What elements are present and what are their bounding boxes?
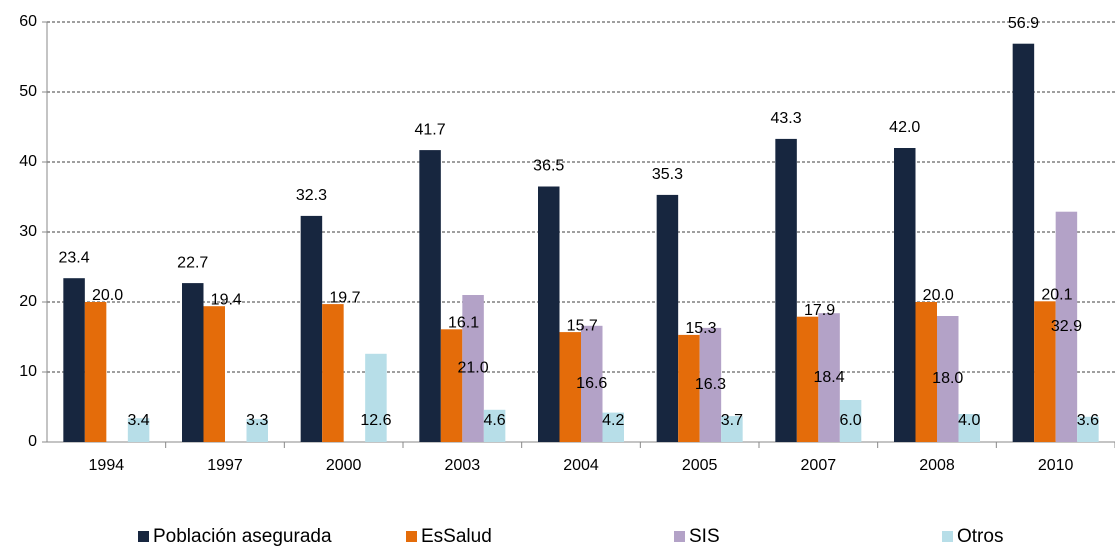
data-label: 22.7 <box>177 254 208 271</box>
legend-swatch <box>406 531 417 542</box>
y-tick-label: 60 <box>19 13 37 30</box>
bar <box>462 295 484 442</box>
data-label: 17.9 <box>804 302 835 319</box>
data-label: 20.0 <box>923 287 954 304</box>
y-tick-label: 30 <box>19 223 37 240</box>
bar <box>894 148 916 442</box>
bar <box>203 306 225 442</box>
bar <box>419 150 441 442</box>
data-label: 21.0 <box>458 360 489 377</box>
legend-label: EsSalud <box>421 526 492 547</box>
data-label: 42.0 <box>889 119 920 136</box>
data-label: 32.3 <box>296 187 327 204</box>
data-label: 32.9 <box>1051 318 1082 335</box>
x-tick-label: 2005 <box>682 457 718 474</box>
bar <box>322 304 344 442</box>
data-label: 20.0 <box>92 287 123 304</box>
legend-swatch <box>138 531 149 542</box>
bar <box>796 316 819 442</box>
x-tick-label: 1997 <box>207 457 243 474</box>
bar <box>1034 301 1056 442</box>
bar <box>678 334 700 442</box>
data-label: 12.6 <box>360 412 391 429</box>
data-label: 4.2 <box>602 412 624 429</box>
bar <box>559 332 581 442</box>
bar <box>915 302 937 442</box>
data-label: 16.3 <box>695 376 726 393</box>
data-label: 41.7 <box>415 121 446 138</box>
bar <box>818 313 840 442</box>
data-label: 3.6 <box>1077 412 1099 429</box>
bar <box>127 418 150 442</box>
data-label: 19.7 <box>329 289 360 306</box>
data-label: 16.1 <box>448 315 479 332</box>
bar <box>440 329 463 442</box>
x-tick-label: 2008 <box>919 457 955 474</box>
data-label: 4.6 <box>483 412 505 429</box>
data-label: 43.3 <box>771 110 802 127</box>
bar <box>1077 416 1099 442</box>
data-label: 3.7 <box>721 412 743 429</box>
bar <box>839 400 862 442</box>
bar <box>365 353 387 442</box>
legend-swatch <box>674 531 685 542</box>
bar <box>84 302 107 442</box>
legend-swatch <box>942 531 953 542</box>
bar <box>538 186 560 442</box>
bar <box>721 416 743 442</box>
data-label: 4.0 <box>958 412 980 429</box>
bar <box>602 412 624 442</box>
data-label: 16.6 <box>576 375 607 392</box>
bar <box>63 278 85 442</box>
y-tick-label: 40 <box>19 153 37 170</box>
bar <box>937 316 959 442</box>
x-tick-label: 2003 <box>445 457 481 474</box>
x-tick-label: 2010 <box>1038 457 1074 474</box>
x-tick-label: 2004 <box>563 457 599 474</box>
bar <box>300 215 323 442</box>
data-label: 15.3 <box>685 320 716 337</box>
y-tick-label: 50 <box>19 83 37 100</box>
bar <box>483 409 506 442</box>
bar <box>1012 43 1035 442</box>
bar <box>656 194 679 442</box>
bar <box>958 414 980 442</box>
legend-label: Otros <box>957 526 1003 547</box>
data-label: 35.3 <box>652 166 683 183</box>
data-label: 23.4 <box>59 249 90 266</box>
bar <box>246 418 268 442</box>
bar <box>581 325 603 442</box>
data-label: 18.4 <box>814 369 845 386</box>
data-label: 3.3 <box>246 412 268 429</box>
x-tick-label: 2000 <box>326 457 362 474</box>
data-label: 20.1 <box>1041 287 1072 304</box>
x-tick-label: 1994 <box>89 457 125 474</box>
legend-label: Población asegurada <box>153 526 332 547</box>
legend-label: SIS <box>689 526 720 547</box>
y-tick-label: 10 <box>19 363 37 380</box>
data-label: 36.5 <box>533 158 564 175</box>
data-label: 6.0 <box>839 412 861 429</box>
bar <box>182 283 204 442</box>
data-label: 15.7 <box>567 317 598 334</box>
x-tick-label: 2007 <box>801 457 837 474</box>
bar <box>699 327 722 442</box>
y-tick-label: 0 <box>28 433 37 450</box>
data-label: 18.0 <box>932 370 963 387</box>
data-label: 19.4 <box>211 291 242 308</box>
bar <box>1055 211 1078 442</box>
data-label: 56.9 <box>1008 15 1039 32</box>
bar <box>775 138 797 442</box>
y-tick-label: 20 <box>19 293 37 310</box>
data-label: 3.4 <box>127 412 149 429</box>
